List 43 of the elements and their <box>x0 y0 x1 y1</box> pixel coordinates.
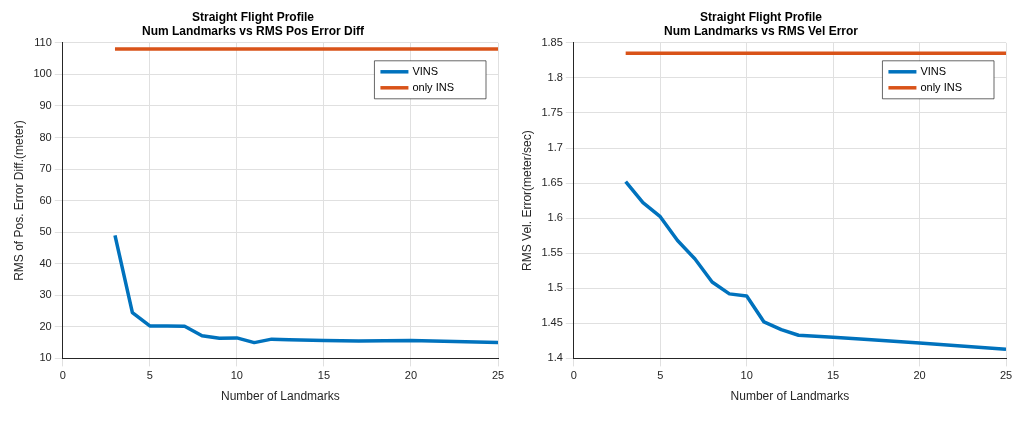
chart-title: Straight Flight Profile Num Landmarks vs RMS Pos Error Diff <box>141 9 366 38</box>
y-tick-label: 100 <box>33 67 52 80</box>
y-tick-label: 1.8 <box>547 70 563 83</box>
y-tick-label: 1.85 <box>541 35 563 48</box>
y-tick-label: 30 <box>39 288 52 301</box>
y-tick-label: 1.5 <box>547 281 563 294</box>
x-axis-title: Number of Landmarks <box>221 389 340 404</box>
y-axis-title: RMS Vel. Error(meter/sec) <box>519 130 534 271</box>
x-axis-title: Number of Landmarks <box>730 389 850 404</box>
y-tick-label: 40 <box>39 256 52 269</box>
y-tick-label: 90 <box>39 98 52 111</box>
y-tick-label: 110 <box>34 35 52 48</box>
x-tick-label: 10 <box>230 369 243 382</box>
y-tick-label: 70 <box>39 162 52 175</box>
y-tick-label: 1.7 <box>547 141 563 154</box>
y-tick-label: 1.45 <box>541 316 563 329</box>
legend-label: only INS <box>920 80 963 93</box>
y-tick-label: 50 <box>39 225 52 238</box>
x-tick-label: 5 <box>657 369 664 382</box>
x-tick-label: 25 <box>999 369 1013 382</box>
x-tick-label: 10 <box>740 369 753 382</box>
y-tick-label: 1.6 <box>547 211 563 224</box>
x-tick-label: 20 <box>404 369 418 382</box>
legend-label: only INS <box>412 80 455 93</box>
x-tick-label: 15 <box>317 369 331 382</box>
y-tick-label: 20 <box>39 319 52 332</box>
x-tick-label: 0 <box>59 369 66 382</box>
y-tick-label: 80 <box>39 130 52 143</box>
chart-title: Straight Flight Profile Num Landmarks vs RMS Vel Error <box>663 9 859 38</box>
y-tick-label: 1.75 <box>541 105 563 118</box>
x-tick-label: 0 <box>570 369 577 382</box>
x-tick-label: 15 <box>827 369 840 382</box>
x-tick-label: 25 <box>491 369 505 382</box>
x-tick-label: 20 <box>913 369 926 382</box>
legend-label: VINS <box>412 64 439 77</box>
y-axis-title: RMS of Pos. Error Diff.(meter) <box>11 120 26 281</box>
x-tick-label: 5 <box>146 369 153 382</box>
y-tick-label: 1.4 <box>547 351 563 364</box>
legend-label: VINS <box>920 64 947 77</box>
y-tick-label: 1.65 <box>541 176 563 189</box>
y-tick-label: 10 <box>39 351 52 364</box>
y-tick-label: 60 <box>39 193 52 206</box>
y-tick-label: 1.55 <box>541 246 563 259</box>
